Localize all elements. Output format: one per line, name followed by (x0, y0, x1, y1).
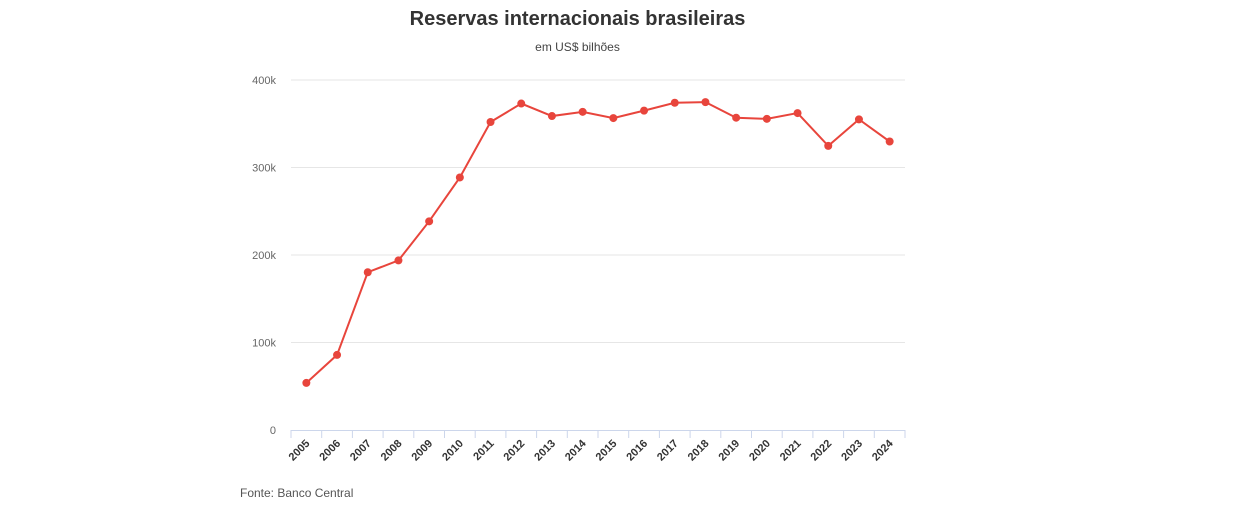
y-tick-label: 200k (252, 250, 276, 262)
x-tick-label: 2017 (655, 438, 681, 464)
data-point (455, 173, 464, 182)
data-point (517, 99, 526, 108)
x-tick-label: 2010 (440, 438, 466, 464)
data-point (394, 256, 403, 265)
x-tick-label: 2016 (624, 438, 650, 464)
x-tick-label: 2018 (686, 438, 712, 464)
data-point (732, 113, 741, 122)
data-point (793, 109, 802, 118)
data-point (425, 217, 434, 226)
data-point (640, 106, 649, 115)
data-point (578, 107, 587, 116)
data-point (824, 141, 833, 150)
y-tick-label: 300k (252, 163, 276, 175)
x-tick-label: 2009 (409, 438, 435, 464)
x-tick-label: 2011 (471, 438, 496, 463)
x-tick-label: 2012 (502, 438, 528, 464)
x-tick-label: 2014 (563, 437, 589, 463)
y-tick-label: 100k (252, 338, 276, 350)
data-point (854, 115, 863, 124)
x-tick-label: 2021 (778, 438, 804, 464)
chart-title: Reservas internacionais brasileiras (409, 8, 746, 30)
data-point (363, 268, 372, 277)
chart-source: Fonte: Banco Central (240, 486, 354, 500)
data-point (302, 378, 311, 387)
chart-subtitle: em US$ bilhões (535, 40, 620, 54)
data-point (762, 114, 771, 123)
x-tick-label: 2024 (870, 437, 896, 463)
y-tick-label: 0 (270, 425, 276, 437)
series-line (305, 101, 891, 384)
x-tick-label: 2015 (594, 438, 620, 464)
data-point (609, 114, 618, 123)
x-tick-label: 2006 (317, 438, 343, 464)
data-point (486, 118, 495, 126)
data-point (547, 112, 556, 121)
data-point (701, 98, 710, 107)
x-tick-label: 2008 (379, 438, 405, 464)
data-point (333, 350, 342, 359)
x-tick-label: 2007 (348, 438, 374, 464)
y-tick-label: 400k (252, 75, 276, 87)
data-point (670, 98, 679, 107)
x-tick-label: 2019 (716, 438, 742, 464)
x-tick-label: 2005 (287, 438, 313, 464)
data-point (885, 137, 894, 146)
x-tick-label: 2020 (747, 438, 773, 464)
x-tick-label: 2022 (809, 438, 835, 464)
x-tick-label: 2023 (839, 438, 865, 464)
x-tick-label: 2013 (532, 438, 558, 464)
